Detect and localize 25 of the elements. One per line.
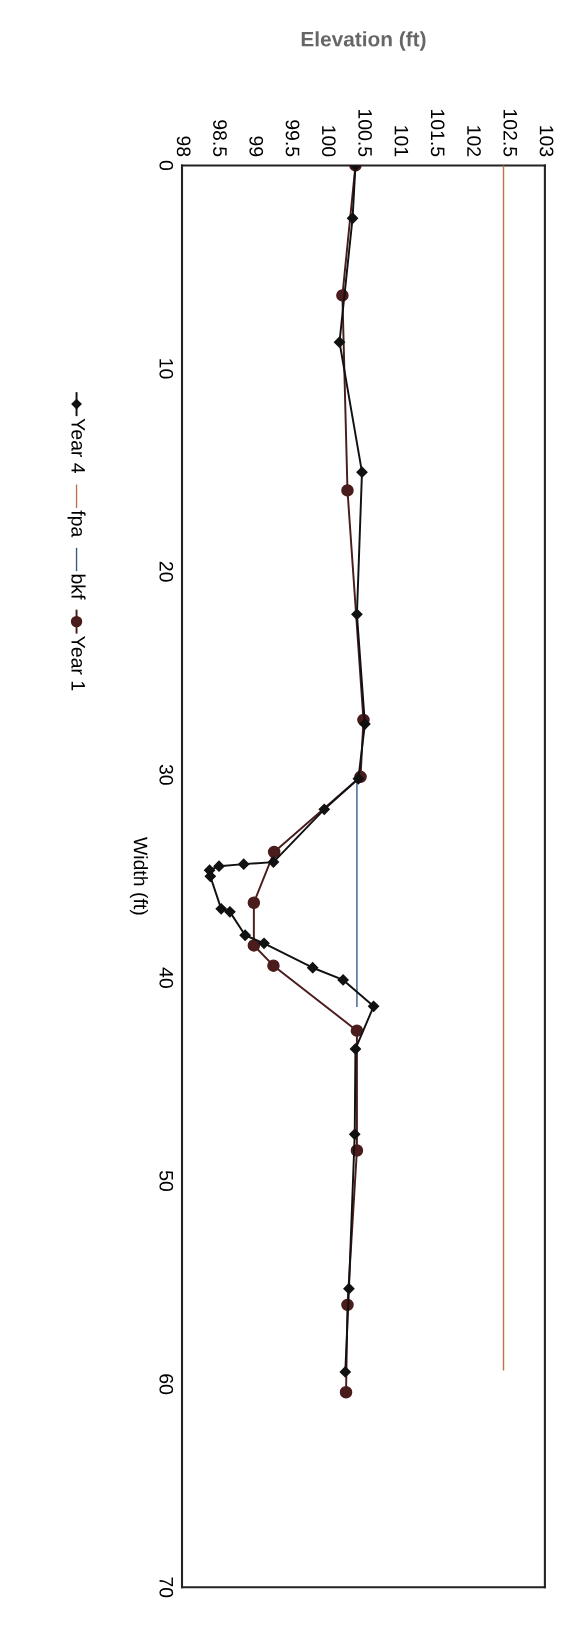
x-tick-label: 100.5 [358, 109, 372, 157]
y-tick-label: 20 [159, 561, 174, 582]
y-tick-label: 40 [159, 967, 174, 988]
x-tick-label: 99.5 [285, 120, 300, 157]
y-tick-label: 60 [159, 1374, 174, 1395]
legend-label: Year 4 [71, 418, 85, 474]
x-tick-label: 98.5 [213, 120, 227, 157]
x-tick-label: 99 [249, 136, 264, 157]
legend-label: fpa [67, 510, 86, 538]
y-tick-label: 30 [159, 764, 174, 785]
x-tick-label: 101 [394, 126, 409, 157]
x-tick-label: 102 [467, 126, 481, 157]
legend-label: bkf [71, 574, 86, 600]
y-tick-label: 10 [159, 359, 174, 379]
x-tick-label: 98 [176, 136, 191, 157]
legend-label: Year 1 [71, 636, 85, 691]
x-tick-label: 101.5 [430, 109, 445, 157]
x-tick-label: 103 [539, 126, 554, 157]
y-tick-label: 50 [159, 1170, 174, 1192]
x-tick-label: 100 [321, 126, 336, 157]
y-tick-label: 70 [159, 1577, 174, 1598]
y-axis-title: Width (ft) [129, 836, 148, 915]
x-axis-title: Elevation (ft) [301, 31, 426, 51]
x-tick-label: 102.5 [503, 109, 518, 157]
y-tick-label: 0 [159, 160, 174, 171]
